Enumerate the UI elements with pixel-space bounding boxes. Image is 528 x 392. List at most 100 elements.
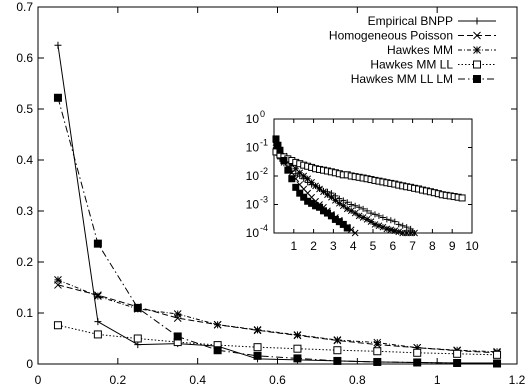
inset-data-point — [304, 175, 312, 183]
inset-data-point — [284, 166, 292, 174]
data-point — [173, 310, 182, 318]
inset-data-point — [387, 217, 394, 224]
x-tick-label: 1.2 — [509, 373, 526, 387]
inset-data-point — [371, 211, 378, 218]
data-point — [333, 356, 342, 365]
inset-data-point — [324, 191, 331, 199]
data-point — [54, 275, 62, 284]
data-point — [413, 348, 422, 357]
inset-data-point — [395, 228, 403, 236]
series-line-homogeneous-poisson — [57, 284, 498, 354]
inset-data-point — [375, 212, 382, 219]
data-point — [493, 359, 502, 368]
inset-data-point — [379, 214, 386, 221]
inset-y-tick-base: 10 — [246, 169, 260, 183]
inset-data-point — [399, 222, 406, 229]
data-point — [213, 346, 222, 355]
inset-data-point — [411, 229, 418, 237]
legend-entry-hawkes-mm: Hawkes MM — [387, 43, 496, 57]
data-point — [293, 344, 302, 353]
series-hawkes-mm — [54, 275, 501, 356]
inset-y-tick-base: 10 — [246, 226, 260, 240]
inset-data-point — [332, 196, 339, 204]
inset-data-point — [356, 204, 363, 211]
inset-x-tick-label: 2 — [310, 239, 317, 253]
x-tick-label: 0.4 — [189, 373, 206, 387]
legend-entry-hawkes-mm-ll: Hawkes MM LL — [370, 58, 496, 72]
x-tick-label: 0.2 — [109, 373, 126, 387]
inset-y-tick-exponent: 0 — [260, 109, 265, 119]
data-point — [253, 325, 262, 334]
data-point — [253, 351, 262, 360]
inset-data-point — [288, 175, 296, 183]
data-point — [93, 239, 102, 248]
inset-data-point — [272, 135, 280, 143]
inset-data-point — [359, 214, 367, 221]
inset-y-tick-base: 10 — [246, 141, 260, 155]
inset-data-point — [383, 225, 391, 233]
legend-label: Hawkes MM — [387, 43, 453, 57]
y-tick-label: 0.4 — [16, 153, 33, 167]
inset-data-point — [371, 221, 379, 228]
legend-entry-empirical-bnpp: Empirical BNPP — [368, 14, 496, 28]
inset-data-point — [335, 199, 343, 207]
data-point — [54, 41, 62, 49]
inset-x-tick-label: 6 — [389, 239, 396, 253]
series-homogeneous-poisson — [54, 281, 501, 357]
inset-series — [272, 135, 466, 237]
x-tick-label: 0.8 — [349, 373, 366, 387]
inset-data-point — [339, 202, 347, 210]
inset-data-point — [351, 229, 359, 237]
inset-x-tick-label: 3 — [330, 239, 337, 253]
series-line-hawkes-mm — [57, 279, 498, 353]
data-point — [133, 334, 142, 343]
inset-x-tick-label: 4 — [350, 239, 357, 253]
inset-data-point — [300, 193, 308, 201]
data-point — [53, 93, 62, 102]
inset-data-point — [458, 194, 466, 202]
data-point — [293, 331, 302, 339]
inset-x-tick-label: 9 — [449, 239, 456, 253]
inset-data-point — [288, 161, 296, 169]
inset-y-tick-label: 10 — [246, 141, 260, 155]
legend-marker — [473, 75, 481, 83]
inset-data-point — [368, 210, 375, 217]
data-point — [453, 349, 462, 358]
inset-data-point — [300, 172, 308, 180]
data-point — [413, 358, 422, 367]
y-tick-label: 0.7 — [16, 0, 33, 14]
inset-data-point — [375, 222, 383, 230]
data-point — [213, 320, 222, 329]
inset-data-point — [383, 216, 390, 223]
inset-data-point — [339, 220, 347, 228]
inset-y-tick-exponent: -4 — [260, 223, 268, 233]
data-point — [373, 338, 382, 347]
data-point — [493, 350, 502, 359]
legend-entry-homogeneous-poisson: Homogeneous Poisson — [329, 29, 496, 43]
series-line-hawkes-mm-ll — [57, 324, 498, 356]
data-point — [93, 330, 102, 339]
y-tick-label: 0.1 — [16, 306, 33, 320]
inset-data-point — [379, 223, 387, 231]
inset-data-point — [391, 218, 398, 225]
x-tick-label: 0 — [35, 373, 42, 387]
legend-label: Hawkes MM LL LM — [351, 72, 453, 86]
data-point — [373, 357, 382, 366]
legend-marker — [473, 31, 481, 40]
inset-y-tick-label: 10 — [246, 198, 260, 212]
inset-data-point — [344, 199, 351, 206]
inset-data-point — [340, 197, 347, 204]
legend-marker — [473, 60, 481, 69]
inset-x-tick-label: 7 — [409, 239, 416, 253]
legend-entry-hawkes-mm-ll-lm: Hawkes MM LL LM — [351, 72, 496, 86]
x-tick-label: 1 — [434, 373, 441, 387]
inset-data-point — [395, 221, 402, 228]
data-point — [333, 336, 342, 344]
inset-data-point — [403, 229, 411, 237]
inset-data-point — [351, 209, 359, 217]
data-point — [333, 346, 342, 355]
inset-x-tick-label: 5 — [370, 239, 377, 253]
inset-data-point — [292, 183, 300, 191]
inset-data-point — [296, 189, 304, 197]
